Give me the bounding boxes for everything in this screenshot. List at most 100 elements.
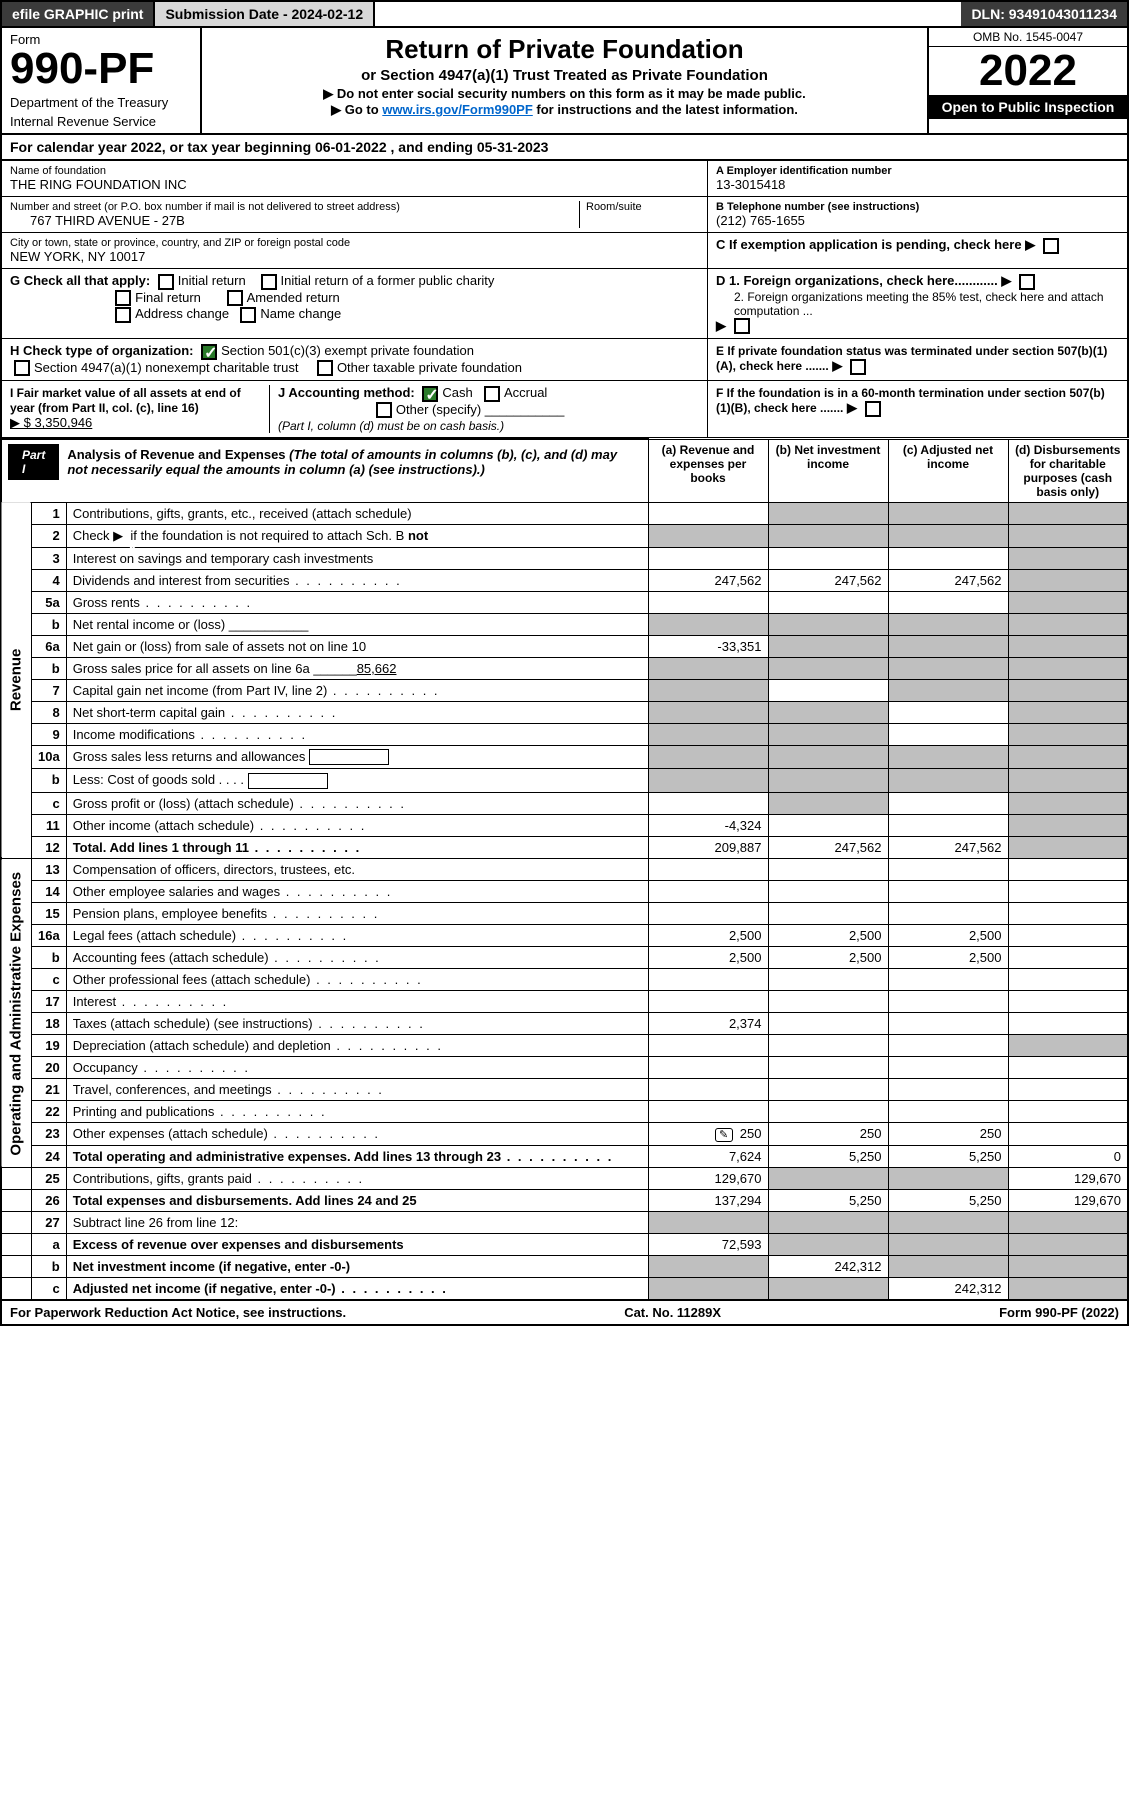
j-accrual-checkbox[interactable]: [484, 386, 500, 402]
line-9: Income modifications: [66, 723, 648, 745]
line-12: Total. Add lines 1 through 11: [66, 837, 648, 859]
j-cash-checkbox[interactable]: [422, 386, 438, 402]
val-24d: 0: [1008, 1145, 1128, 1167]
arrow-icon: ▶: [847, 400, 857, 415]
h-501c3-checkbox[interactable]: [201, 344, 217, 360]
val-24a: 7,624: [648, 1145, 768, 1167]
arrow-icon: ▶: [832, 358, 842, 373]
j-other-checkbox[interactable]: [376, 402, 392, 418]
line-22: Printing and publications: [66, 1101, 648, 1123]
foundation-name: THE RING FOUNDATION INC: [10, 177, 699, 192]
line-5a: Gross rents: [66, 591, 648, 613]
part1-desc: Analysis of Revenue and Expenses (The to…: [59, 443, 641, 481]
arrow-icon: ▶: [1001, 273, 1011, 288]
h-4947-checkbox[interactable]: [14, 360, 30, 376]
line-27: Subtract line 26 from line 12:: [66, 1211, 648, 1233]
line-11: Other income (attach schedule): [66, 815, 648, 837]
line-25: Contributions, gifts, grants paid: [66, 1167, 648, 1189]
form-number: 990-PF: [10, 47, 192, 91]
expenses-side-label: Operating and Administrative Expenses: [1, 859, 32, 1168]
g-final-checkbox[interactable]: [115, 290, 131, 306]
val-23c: 250: [888, 1123, 1008, 1146]
ssn-note: ▶ Do not enter social security numbers o…: [210, 86, 919, 102]
ein-label: A Employer identification number: [716, 165, 1119, 177]
line-4: Dividends and interest from securities: [66, 569, 648, 591]
irs: Internal Revenue Service: [10, 114, 192, 129]
h-other-checkbox[interactable]: [317, 360, 333, 376]
cat-no: Cat. No. 11289X: [624, 1305, 721, 1320]
d2-checkbox[interactable]: [734, 318, 750, 334]
h1-label: Section 501(c)(3) exempt private foundat…: [221, 343, 474, 358]
val-26b: 5,250: [768, 1189, 888, 1211]
line-21: Travel, conferences, and meetings: [66, 1079, 648, 1101]
line-26: Total expenses and disbursements. Add li…: [66, 1189, 648, 1211]
phone-value: (212) 765-1655: [716, 213, 1119, 228]
g-name-checkbox[interactable]: [240, 307, 256, 323]
efile-button[interactable]: efile GRAPHIC print: [2, 2, 155, 26]
g-amended-checkbox[interactable]: [227, 290, 243, 306]
e-checkbox[interactable]: [850, 359, 866, 375]
form-subtitle: or Section 4947(a)(1) Trust Treated as P…: [210, 67, 919, 84]
col-b-header: (b) Net investment income: [768, 439, 888, 502]
col-c-header: (c) Adjusted net income: [888, 439, 1008, 502]
val-12c: 247,562: [888, 837, 1008, 859]
val-4a: 247,562: [648, 569, 768, 591]
g1-label: Initial return: [178, 273, 246, 288]
irs-link[interactable]: www.irs.gov/Form990PF: [382, 102, 533, 117]
goto-pre: ▶ Go to: [331, 102, 382, 117]
line-27c: Adjusted net income (if negative, enter …: [66, 1277, 648, 1300]
g4-label: Amended return: [247, 290, 340, 305]
form-ref: Form 990-PF (2022): [999, 1305, 1119, 1320]
g-initial-checkbox[interactable]: [158, 274, 174, 290]
g-initial-former-checkbox[interactable]: [261, 274, 277, 290]
g-address-checkbox[interactable]: [115, 307, 131, 323]
col-a-header: (a) Revenue and expenses per books: [648, 439, 768, 502]
paperwork-notice: For Paperwork Reduction Act Notice, see …: [10, 1305, 346, 1320]
g-label: G Check all that apply:: [10, 273, 150, 288]
f-checkbox[interactable]: [865, 401, 881, 417]
dept-treasury: Department of the Treasury: [10, 95, 192, 110]
d1-checkbox[interactable]: [1019, 274, 1035, 290]
line-10b: Less: Cost of goods sold . . . .: [66, 769, 648, 793]
line-19: Depreciation (attach schedule) and deple…: [66, 1035, 648, 1057]
val-25a: 129,670: [648, 1167, 768, 1189]
val-4c: 247,562: [888, 569, 1008, 591]
g6-label: Name change: [260, 306, 341, 321]
goto-note: ▶ Go to www.irs.gov/Form990PF for instru…: [210, 102, 919, 118]
line-16c: Other professional fees (attach schedule…: [66, 969, 648, 991]
i-value: ▶ $ 3,350,946: [10, 415, 92, 430]
line-10a: Gross sales less returns and allowances: [66, 745, 648, 769]
j-note: (Part I, column (d) must be on cash basi…: [278, 419, 504, 433]
c-label: C If exemption application is pending, c…: [716, 237, 1022, 252]
val-26c: 5,250: [888, 1189, 1008, 1211]
val-27b: 242,312: [768, 1255, 888, 1277]
attachment-icon[interactable]: ✎: [715, 1128, 733, 1142]
submission-date: Submission Date - 2024-02-12: [155, 2, 375, 26]
val-24c: 5,250: [888, 1145, 1008, 1167]
room-label: Room/suite: [586, 201, 699, 213]
line-16a: Legal fees (attach schedule): [66, 925, 648, 947]
form-header: Form 990-PF Department of the Treasury I…: [0, 28, 1129, 135]
line-2: Check ▶ if the foundation is not require…: [66, 524, 648, 547]
col-d-header: (d) Disbursements for charitable purpose…: [1008, 439, 1128, 502]
part1-table: Part I Analysis of Revenue and Expenses …: [0, 438, 1129, 1300]
line-6b: Gross sales price for all assets on line…: [66, 657, 648, 679]
h-label: H Check type of organization:: [10, 343, 193, 358]
val-27c: 242,312: [888, 1277, 1008, 1300]
tax-year: 2022: [929, 47, 1127, 95]
line-15: Pension plans, employee benefits: [66, 903, 648, 925]
val-26a: 137,294: [648, 1189, 768, 1211]
h2-label: Section 4947(a)(1) nonexempt charitable …: [34, 360, 298, 375]
i-label: I Fair market value of all assets at end…: [10, 386, 241, 415]
c-checkbox[interactable]: [1043, 238, 1059, 254]
val-16a-c: 2,500: [888, 925, 1008, 947]
val-16a-a: 2,500: [648, 925, 768, 947]
val-26d: 129,670: [1008, 1189, 1128, 1211]
line-23: Other expenses (attach schedule): [66, 1123, 648, 1146]
form-title: Return of Private Foundation: [210, 34, 919, 65]
j1-label: Cash: [442, 385, 472, 400]
val-24b: 5,250: [768, 1145, 888, 1167]
line-24: Total operating and administrative expen…: [66, 1145, 648, 1167]
line-10c: Gross profit or (loss) (attach schedule): [66, 793, 648, 815]
val-18a: 2,374: [648, 1013, 768, 1035]
